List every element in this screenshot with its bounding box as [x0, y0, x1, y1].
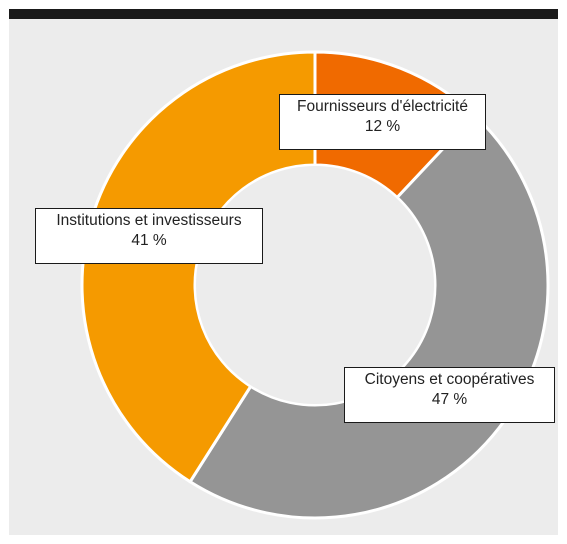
slice-institutions — [80, 50, 317, 484]
slice-label-institutions-value: 41 % — [131, 232, 167, 249]
slice-label-citoyens-value: 47 % — [431, 391, 468, 408]
top-bar — [9, 9, 558, 19]
slice-label-institutions: Institutions et investisseurs 41 % — [35, 208, 263, 264]
slice-label-fournisseurs: Fournisseurs d'électricité 12 % — [279, 94, 486, 150]
slice-label-fournisseurs-name: Fournisseurs d'électricité — [297, 98, 468, 115]
slice-label-citoyens: Citoyens et coopératives 47 % — [344, 367, 555, 423]
slice-label-fournisseurs-value: 12 % — [364, 118, 401, 135]
slice-label-institutions-name: Institutions et investisseurs — [56, 212, 242, 229]
slice-label-citoyens-name: Citoyens et coopératives — [364, 371, 535, 388]
